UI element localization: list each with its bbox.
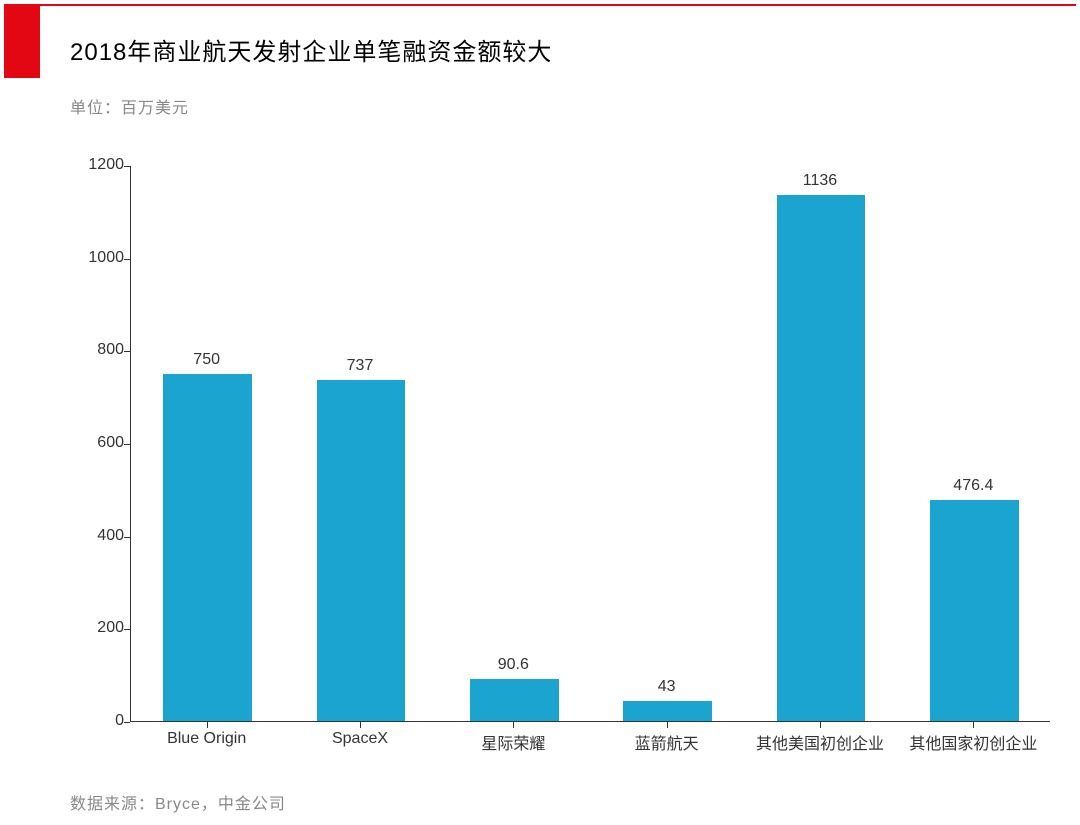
x-tick-mark <box>667 722 668 728</box>
unit-label: 单位：百万美元 <box>70 94 189 118</box>
plot-region <box>130 166 1050 722</box>
y-tick-mark <box>124 259 130 260</box>
bar-value-label: 750 <box>193 351 220 369</box>
x-axis-label: 星际荣耀 <box>481 730 545 754</box>
bar <box>163 374 252 722</box>
chart-area: 0 200 400 600 800 1000 1200 Blue Origin 750 Space… <box>60 140 1060 750</box>
x-tick-mark <box>513 722 514 728</box>
y-tick-label: 400 <box>80 527 124 545</box>
bar <box>930 500 1019 721</box>
y-tick-label: 1000 <box>80 249 124 267</box>
bar-value-label: 43 <box>658 678 676 696</box>
y-tick-label: 600 <box>80 434 124 452</box>
y-tick-mark <box>124 722 130 723</box>
x-axis-label: SpaceX <box>332 730 388 748</box>
bar-value-label: 737 <box>347 357 374 375</box>
x-tick-mark <box>820 722 821 728</box>
y-tick-mark <box>124 537 130 538</box>
y-tick-mark <box>124 444 130 445</box>
y-tick-label: 1200 <box>80 156 124 174</box>
bar <box>777 195 866 721</box>
x-axis-label: 其他国家初创企业 <box>909 730 1037 754</box>
y-tick-mark <box>124 166 130 167</box>
x-tick-mark <box>360 722 361 728</box>
data-source-label: 数据来源：Bryce，中金公司 <box>70 790 286 814</box>
top-rule <box>4 4 1076 6</box>
x-tick-mark <box>207 722 208 728</box>
y-tick-label: 0 <box>80 712 124 730</box>
x-axis-label: Blue Origin <box>167 730 246 748</box>
bar-value-label: 476.4 <box>953 477 993 495</box>
bar <box>317 380 406 721</box>
bar-value-label: 90.6 <box>498 656 529 674</box>
bar <box>623 701 712 721</box>
x-axis-label: 蓝箭航天 <box>635 730 699 754</box>
y-tick-mark <box>124 629 130 630</box>
y-tick-label: 800 <box>80 341 124 359</box>
y-tick-mark <box>124 351 130 352</box>
y-tick-label: 200 <box>80 619 124 637</box>
x-axis-label: 其他美国初创企业 <box>756 730 884 754</box>
x-tick-mark <box>973 722 974 728</box>
accent-block <box>4 6 40 78</box>
chart-title: 2018年商业航天发射企业单笔融资金额较大 <box>70 32 552 67</box>
bar <box>470 679 559 721</box>
bar-value-label: 1136 <box>803 172 837 190</box>
